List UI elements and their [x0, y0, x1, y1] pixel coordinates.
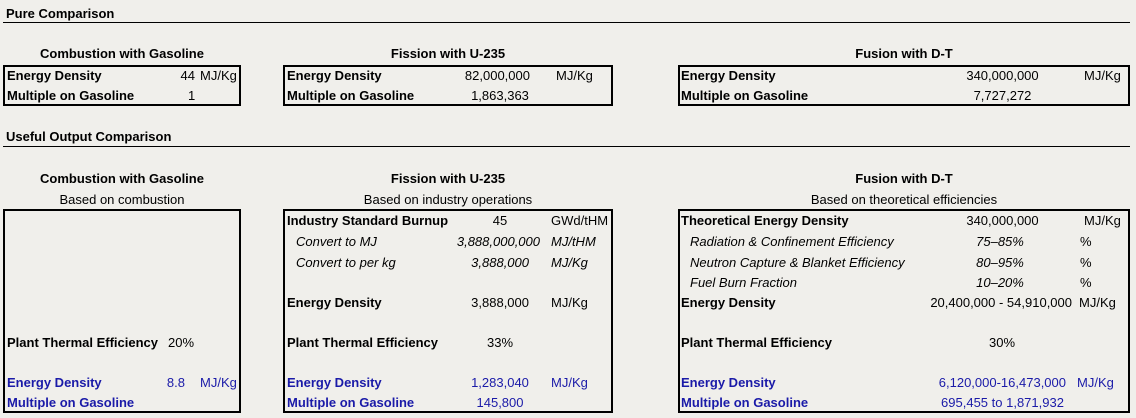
pure-fission-energy-unit: MJ/Kg: [556, 68, 593, 83]
fusion-rad-value: 75–85%: [976, 234, 1024, 249]
fission-useful-energy-label: Energy Density: [287, 375, 382, 390]
useful-gasoline-sub: Based on combustion: [59, 192, 185, 207]
section-divider: [3, 146, 1130, 147]
fission-convert-kg-unit: MJ/Kg: [551, 255, 588, 270]
useful-gasoline-plant-label: Plant Thermal Efficiency: [7, 335, 158, 350]
pure-fission-box: [283, 65, 613, 106]
fusion-theo-value: 340,000,000: [966, 213, 1039, 228]
useful-gasoline-box: [3, 209, 241, 413]
fission-plant-value: 33%: [486, 335, 514, 350]
fission-burnup-value: 45: [492, 213, 508, 228]
section-title-pure: Pure Comparison: [6, 6, 115, 21]
fusion-multiple-label: Multiple on Gasoline: [681, 395, 809, 410]
fission-energy-value: 3,888,000: [471, 295, 529, 310]
pure-gasoline-energy-unit: MJ/Kg: [200, 68, 237, 83]
useful-gasoline-plant-value: 20%: [168, 335, 195, 350]
pure-gasoline-multiple-label: Multiple on Gasoline: [7, 88, 135, 103]
fission-convert-kg-value: 3,888,000: [471, 255, 529, 270]
fusion-burn-value: 10–20%: [976, 275, 1024, 290]
pure-fusion-multiple-value: 7,727,272: [973, 88, 1032, 103]
fusion-theo-unit: MJ/Kg: [1084, 213, 1121, 228]
fission-useful-energy-unit: MJ/Kg: [551, 375, 588, 390]
fission-convert-mj-value: 3,888,000,000: [456, 234, 540, 249]
fission-convert-kg-label: Convert to per kg: [296, 255, 396, 270]
fission-energy-label: Energy Density: [287, 295, 382, 310]
fission-useful-energy-value: 1,283,040: [471, 375, 529, 390]
useful-gasoline-energy-label: Energy Density: [7, 375, 102, 390]
useful-gasoline-energy-unit: MJ/Kg: [200, 375, 237, 390]
useful-fusion-box: [678, 209, 1130, 413]
fusion-energy-value: 20,400,000 - 54,910,000: [930, 295, 1072, 310]
fusion-burn-label: Fuel Burn Fraction: [690, 275, 797, 290]
fusion-neutron-value: 80–95%: [976, 255, 1024, 270]
useful-gasoline-energy-value: 8.8: [166, 375, 185, 390]
fusion-rad-unit: %: [1080, 234, 1092, 249]
fusion-useful-energy-unit: MJ/Kg: [1077, 375, 1114, 390]
pure-gasoline-header: Combustion with Gasoline: [40, 46, 204, 61]
fusion-rad-label: Radiation & Confinement Efficiency: [690, 234, 894, 249]
fusion-plant-value: 30%: [988, 335, 1016, 350]
pure-fission-header: Fission with U-235: [390, 46, 506, 61]
useful-gasoline-multiple-label: Multiple on Gasoline: [7, 395, 135, 410]
fission-burnup-label: Industry Standard Burnup: [287, 213, 449, 228]
fission-multiple-value: 145,800: [476, 395, 524, 410]
pure-gasoline-multiple-value: 1: [188, 88, 196, 103]
fusion-theo-label: Theoretical Energy Density: [681, 213, 849, 228]
pure-fusion-multiple-label: Multiple on Gasoline: [681, 88, 809, 103]
useful-fusion-sub: Based on theoretical efficiencies: [810, 192, 998, 207]
fission-convert-mj-label: Convert to MJ: [296, 234, 377, 249]
useful-fission-sub: Based on industry operations: [363, 192, 533, 207]
useful-gasoline-header: Combustion with Gasoline: [40, 171, 204, 186]
fusion-useful-energy-value: 6,120,000-16,473,000: [938, 375, 1066, 390]
fusion-energy-label: Energy Density: [681, 295, 776, 310]
pure-fission-multiple-label: Multiple on Gasoline: [287, 88, 415, 103]
pure-gasoline-energy-value: 44: [180, 68, 195, 83]
pure-fusion-header: Fusion with D-T: [855, 46, 953, 61]
fission-burnup-unit: GWd/tHM: [551, 213, 609, 228]
section-divider: [3, 22, 1130, 23]
useful-fusion-header: Fusion with D-T: [855, 171, 953, 186]
pure-fusion-energy-unit: MJ/Kg: [1084, 68, 1121, 83]
pure-fusion-box: [678, 65, 1130, 106]
fusion-useful-energy-label: Energy Density: [681, 375, 776, 390]
section-title-useful: Useful Output Comparison: [6, 129, 172, 144]
pure-fusion-energy-label: Energy Density: [681, 68, 776, 83]
pure-fission-multiple-value: 1,863,363: [471, 88, 529, 103]
pure-fission-energy-value: 82,000,000: [464, 68, 530, 83]
pure-gasoline-energy-label: Energy Density: [7, 68, 102, 83]
fission-convert-mj-unit: MJ/tHM: [551, 234, 596, 249]
pure-fusion-energy-value: 340,000,000: [966, 68, 1039, 83]
useful-fission-header: Fission with U-235: [390, 171, 506, 186]
useful-fission-box: [283, 209, 613, 413]
fusion-neutron-unit: %: [1080, 255, 1092, 270]
fission-plant-label: Plant Thermal Efficiency: [287, 335, 438, 350]
pure-gasoline-box: [3, 65, 241, 106]
fusion-multiple-value: 695,455 to 1,871,932: [941, 395, 1064, 410]
fusion-plant-label: Plant Thermal Efficiency: [681, 335, 832, 350]
fusion-burn-unit: %: [1080, 275, 1092, 290]
fusion-energy-unit: MJ/Kg: [1079, 295, 1116, 310]
fission-energy-unit: MJ/Kg: [551, 295, 588, 310]
fusion-neutron-label: Neutron Capture & Blanket Efficiency: [690, 255, 905, 270]
fission-multiple-label: Multiple on Gasoline: [287, 395, 415, 410]
pure-fission-energy-label: Energy Density: [287, 68, 382, 83]
